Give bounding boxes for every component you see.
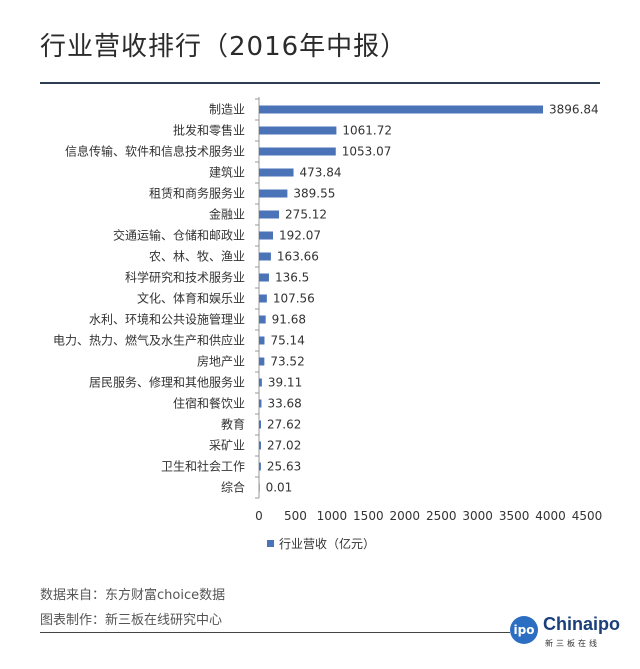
x-tick-label: 4500 bbox=[572, 509, 603, 523]
logo-mark: ipo bbox=[510, 616, 538, 644]
bar-chart: 制造业 3896.84 批发和零售业 1061.72 信息传输、软件和信息技术服务业 10… bbox=[53, 97, 603, 551]
bar bbox=[259, 420, 262, 429]
category-label: 采矿业 bbox=[209, 439, 245, 453]
value-label: 39.11 bbox=[268, 376, 302, 390]
value-label: 136.5 bbox=[275, 271, 309, 285]
value-label: 75.14 bbox=[270, 334, 304, 348]
bar bbox=[259, 168, 294, 177]
bar bbox=[259, 210, 280, 219]
bar bbox=[259, 231, 273, 240]
x-tick-label: 500 bbox=[284, 509, 307, 523]
value-label: 91.68 bbox=[272, 313, 306, 327]
value-label: 0.01 bbox=[266, 481, 293, 495]
category-label: 卫生和社会工作 bbox=[161, 459, 245, 474]
bar bbox=[259, 357, 265, 366]
category-label: 电力、热力、燃气及水生产和供应业 bbox=[53, 333, 245, 348]
category-label: 住宿和餐饮业 bbox=[173, 396, 245, 411]
value-label: 27.62 bbox=[267, 418, 301, 432]
logo-tagline: 新三板在线 bbox=[545, 639, 600, 648]
value-label: 25.63 bbox=[267, 460, 301, 474]
category-label: 文化、体育和娱乐业 bbox=[137, 291, 245, 306]
value-label: 27.02 bbox=[267, 439, 301, 453]
category-label: 农、林、牧、渔业 bbox=[149, 250, 245, 264]
legend-label: 行业营收（亿元） bbox=[279, 536, 375, 551]
category-label: 交通运输、仓储和邮政业 bbox=[113, 228, 245, 243]
category-label: 科学研究和技术服务业 bbox=[125, 270, 245, 285]
bar bbox=[259, 483, 260, 492]
value-label: 3896.84 bbox=[549, 103, 599, 117]
chart-title: 行业营收排行（2016年中报） bbox=[40, 32, 408, 62]
category-label: 金融业 bbox=[209, 207, 245, 222]
x-tick-label: 2500 bbox=[426, 509, 457, 523]
logo-name: Chinaipo bbox=[543, 614, 620, 634]
category-label: 综合 bbox=[221, 480, 245, 495]
value-label: 163.66 bbox=[277, 250, 319, 264]
value-label: 192.07 bbox=[279, 229, 321, 243]
title-divider bbox=[40, 82, 600, 84]
category-label: 水利、环境和公共设施管理业 bbox=[89, 312, 245, 327]
footer-divider bbox=[40, 632, 510, 633]
bar bbox=[259, 315, 266, 324]
category-label: 教育 bbox=[221, 417, 245, 432]
value-label: 107.56 bbox=[273, 292, 315, 306]
bar bbox=[259, 399, 262, 408]
category-label: 信息传输、软件和信息技术服务业 bbox=[65, 144, 245, 159]
bar bbox=[259, 378, 262, 387]
bar bbox=[259, 189, 288, 198]
value-label: 389.55 bbox=[293, 187, 335, 201]
category-label: 批发和零售业 bbox=[173, 123, 245, 138]
bar bbox=[259, 273, 269, 282]
category-label: 居民服务、修理和其他服务业 bbox=[89, 375, 245, 390]
bar bbox=[259, 462, 261, 471]
value-label: 33.68 bbox=[267, 397, 301, 411]
category-label: 制造业 bbox=[209, 103, 245, 117]
x-tick-label: 3500 bbox=[499, 509, 530, 523]
x-tick-label: 2000 bbox=[390, 509, 421, 523]
x-tick-label: 1500 bbox=[353, 509, 384, 523]
x-tick-label: 0 bbox=[255, 509, 263, 523]
x-tick-label: 1000 bbox=[317, 509, 348, 523]
category-label: 租赁和商务服务业 bbox=[149, 186, 245, 201]
bar bbox=[259, 294, 267, 303]
source-note: 数据来自：东方财富choice数据 bbox=[40, 588, 226, 603]
value-label: 473.84 bbox=[300, 166, 342, 180]
footer: 数据来自：东方财富choice数据 图表制作：新三板在线研究中心 bbox=[40, 583, 225, 633]
value-label: 1061.72 bbox=[342, 124, 392, 138]
maker-note: 图表制作：新三板在线研究中心 bbox=[40, 613, 223, 628]
bar bbox=[259, 126, 337, 135]
category-label: 房地产业 bbox=[197, 354, 245, 369]
x-tick-label: 3000 bbox=[462, 509, 493, 523]
x-tick-label: 4000 bbox=[535, 509, 566, 523]
bar bbox=[259, 441, 261, 450]
bar bbox=[259, 105, 544, 114]
bar bbox=[259, 252, 271, 261]
value-label: 73.52 bbox=[270, 355, 304, 369]
value-label: 275.12 bbox=[285, 208, 327, 222]
category-label: 建筑业 bbox=[209, 165, 245, 180]
legend-swatch bbox=[267, 540, 274, 547]
value-label: 1053.07 bbox=[342, 145, 392, 159]
bar bbox=[259, 147, 336, 156]
bar bbox=[259, 336, 265, 345]
